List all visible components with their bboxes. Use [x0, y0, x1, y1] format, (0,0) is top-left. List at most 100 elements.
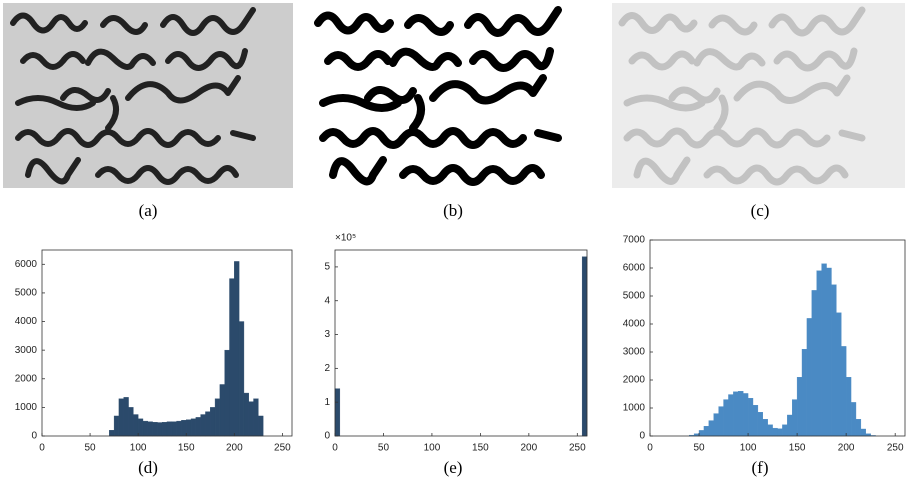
x-tick-label: 100 [424, 443, 441, 454]
y-tick-label: 4 [324, 295, 330, 306]
y-tick-label: 0 [31, 431, 37, 442]
bar [855, 419, 862, 437]
caption: (d) [138, 458, 158, 477]
bar [831, 284, 837, 437]
x-tick-label: 200 [226, 443, 243, 454]
x-tick-label: 0 [647, 443, 653, 454]
bar [152, 422, 158, 437]
bar [224, 349, 230, 437]
x-tick-label: 50 [378, 443, 390, 454]
bar [157, 422, 163, 437]
bar [747, 398, 754, 437]
bar [118, 398, 124, 437]
bar [718, 406, 724, 437]
bar [205, 411, 211, 437]
bar [742, 393, 749, 437]
bar [738, 391, 744, 437]
bar [258, 415, 264, 437]
y-tick-label: 6000 [15, 259, 38, 270]
x-tick-label: 100 [740, 443, 757, 454]
bar [772, 427, 778, 437]
bar [723, 399, 729, 437]
bar [767, 424, 773, 437]
bar [708, 420, 714, 437]
y-tick-label: 3000 [15, 345, 38, 356]
bar [109, 430, 115, 437]
bar [334, 388, 341, 437]
bar [133, 414, 139, 437]
x-tick-label: 250 [887, 443, 904, 454]
caption: (b) [443, 201, 463, 220]
bar [137, 418, 144, 437]
y-tick-label: 3 [324, 329, 330, 340]
bar [113, 415, 120, 437]
y-tick-label: 1 [324, 397, 330, 408]
y-tick-label: 2 [324, 363, 330, 374]
bar [860, 428, 866, 437]
y-tick-label: 1000 [623, 403, 646, 414]
bar [821, 263, 827, 437]
bar [147, 421, 153, 437]
x-tick-label: 200 [838, 443, 855, 454]
y-tick-label: 0 [324, 431, 330, 442]
image-background [3, 3, 293, 188]
bar [190, 418, 197, 437]
image-background [612, 3, 905, 188]
x-tick-label: 100 [130, 443, 147, 454]
y-tick-label: 5 [324, 262, 330, 273]
bar [841, 346, 847, 437]
y-tick-label: 3000 [623, 347, 646, 358]
bar [210, 407, 216, 437]
y-multiplier: ×10⁵ [335, 233, 356, 244]
x-tick-label: 0 [39, 443, 45, 454]
bar [219, 384, 225, 437]
x-tick-label: 250 [274, 443, 291, 454]
bar [826, 267, 832, 437]
bar [787, 414, 793, 437]
bar [214, 398, 221, 437]
bar [703, 426, 710, 437]
bar [792, 399, 798, 437]
y-tick-label: 4000 [15, 316, 38, 327]
caption: (f) [752, 458, 769, 477]
bar [836, 312, 842, 437]
bar [762, 419, 768, 437]
x-tick-label: 150 [789, 443, 806, 454]
bar [248, 401, 254, 437]
bar [181, 420, 187, 437]
y-tick-label: 7000 [623, 235, 646, 246]
bar [171, 421, 177, 437]
caption: (e) [444, 458, 463, 477]
bar [845, 377, 852, 437]
y-tick-label: 1000 [15, 402, 38, 413]
x-tick-label: 200 [521, 443, 538, 454]
axes-frame [41, 249, 293, 437]
x-tick-label: 50 [85, 443, 97, 454]
bar [801, 349, 808, 437]
y-tick-label: 4000 [623, 319, 646, 330]
bar [752, 405, 759, 437]
x-tick-label: 50 [693, 443, 705, 454]
bar [713, 413, 719, 437]
x-tick-label: 250 [569, 443, 586, 454]
y-tick-label: 2000 [15, 373, 38, 384]
bar [698, 430, 705, 437]
axes-frame [649, 239, 906, 437]
bar [733, 391, 739, 437]
bar [123, 397, 129, 437]
caption: (c) [751, 201, 770, 220]
y-tick-label: 6000 [623, 263, 646, 274]
bar [777, 428, 783, 437]
y-tick-label: 0 [639, 431, 645, 442]
bar [816, 270, 822, 437]
x-tick-label: 150 [472, 443, 489, 454]
y-tick-label: 5000 [15, 288, 38, 299]
axes-frame [334, 249, 588, 437]
bar [234, 261, 240, 437]
bar [142, 420, 148, 437]
bar [195, 417, 201, 437]
bar [811, 290, 817, 437]
x-tick-label: 150 [178, 443, 195, 454]
bar [728, 394, 734, 437]
caption: (a) [139, 201, 158, 220]
